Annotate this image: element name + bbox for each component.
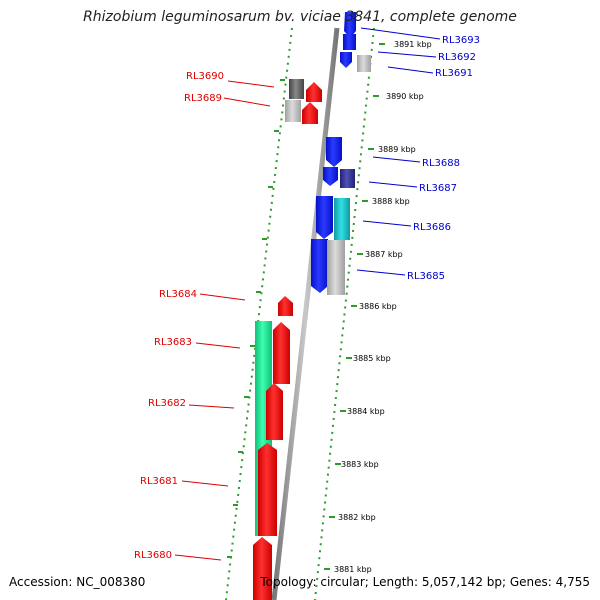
scale-label: 3888 kbp xyxy=(372,197,410,206)
map-title: Rhizobium leguminosarum bv. viciae 3841,… xyxy=(83,9,517,25)
gene-label-RL3683[interactable]: RL3683 xyxy=(154,337,192,348)
gene-RL3684-arrow[interactable] xyxy=(278,296,293,316)
gene-label-RL3686[interactable]: RL3686 xyxy=(413,222,451,233)
gene-RL3681-arrow[interactable] xyxy=(258,443,277,536)
gene-label-RL3687[interactable]: RL3687 xyxy=(419,183,457,194)
gene-RL3686-cyan-segment xyxy=(334,198,350,240)
gene-RL3688-arrow-lower[interactable] xyxy=(323,167,338,186)
scale-label: 3891 kbp xyxy=(394,40,432,49)
scale-label: 3882 kbp xyxy=(338,513,376,522)
gene-RL3689-gray-segment xyxy=(285,100,301,122)
forward-leader-lines xyxy=(356,27,441,276)
reverse-leader-lines xyxy=(174,80,275,561)
reverse-strand-dotted-rail xyxy=(225,27,293,600)
gene-label-RL3685[interactable]: RL3685 xyxy=(407,271,445,282)
gene-label-RL3684[interactable]: RL3684 xyxy=(159,289,197,300)
gene-label-RL3692[interactable]: RL3692 xyxy=(438,52,476,63)
accession-text: Accession: NC_008380 xyxy=(9,575,146,589)
gene-RL3685-gray-segment xyxy=(327,240,345,295)
gene-RL3689-arrow[interactable] xyxy=(302,102,318,124)
gene-label-RL3690[interactable]: RL3690 xyxy=(186,71,224,82)
gene-RL3691-arrow[interactable] xyxy=(340,52,352,68)
gene-RL3688-arrow[interactable] xyxy=(326,137,342,167)
gene-RL3682-arrow[interactable] xyxy=(266,383,283,440)
gene-label-RL3689[interactable]: RL3689 xyxy=(184,93,222,104)
scale-label: 3886 kbp xyxy=(359,302,397,311)
gene-RL3690-box[interactable] xyxy=(289,79,304,99)
gene-RL3680-arrow[interactable] xyxy=(253,537,272,600)
scale-label: 3889 kbp xyxy=(378,145,416,154)
scale-tick-marks xyxy=(324,43,385,570)
genome-summary-text: Topology: circular; Length: 5,057,142 bp… xyxy=(260,575,590,589)
gene-RL3691-gray-segment xyxy=(357,55,371,72)
genome-backbone xyxy=(271,27,340,600)
scale-label: 3890 kbp xyxy=(386,92,424,101)
gene-label-RL3680[interactable]: RL3680 xyxy=(134,550,172,561)
scale-label: 3883 kbp xyxy=(341,460,379,469)
gene-RL3692-box[interactable] xyxy=(343,34,356,50)
scale-label: 3887 kbp xyxy=(365,250,403,259)
gene-RL3690-arrow[interactable] xyxy=(306,82,322,102)
gene-RL3683-arrow[interactable] xyxy=(273,322,290,384)
gene-label-RL3691[interactable]: RL3691 xyxy=(435,68,473,79)
scale-label: 3884 kbp xyxy=(347,407,385,416)
scale-label: 3885 kbp xyxy=(353,354,391,363)
scale-label: 3881 kbp xyxy=(334,565,372,574)
gene-label-RL3682[interactable]: RL3682 xyxy=(148,398,186,409)
gene-label-RL3693[interactable]: RL3693 xyxy=(442,35,480,46)
gene-label-RL3688[interactable]: RL3688 xyxy=(422,158,460,169)
gene-RL3686-arrow[interactable] xyxy=(316,196,333,239)
gene-RL3693-arrow[interactable] xyxy=(344,12,356,38)
gene-RL3685-arrow[interactable] xyxy=(311,239,328,293)
gene-RL3687-box[interactable] xyxy=(340,169,355,188)
forward-strand-dotted-rail xyxy=(314,27,375,600)
reverse-rail-ticks xyxy=(227,79,285,558)
gene-label-RL3681[interactable]: RL3681 xyxy=(140,476,178,487)
